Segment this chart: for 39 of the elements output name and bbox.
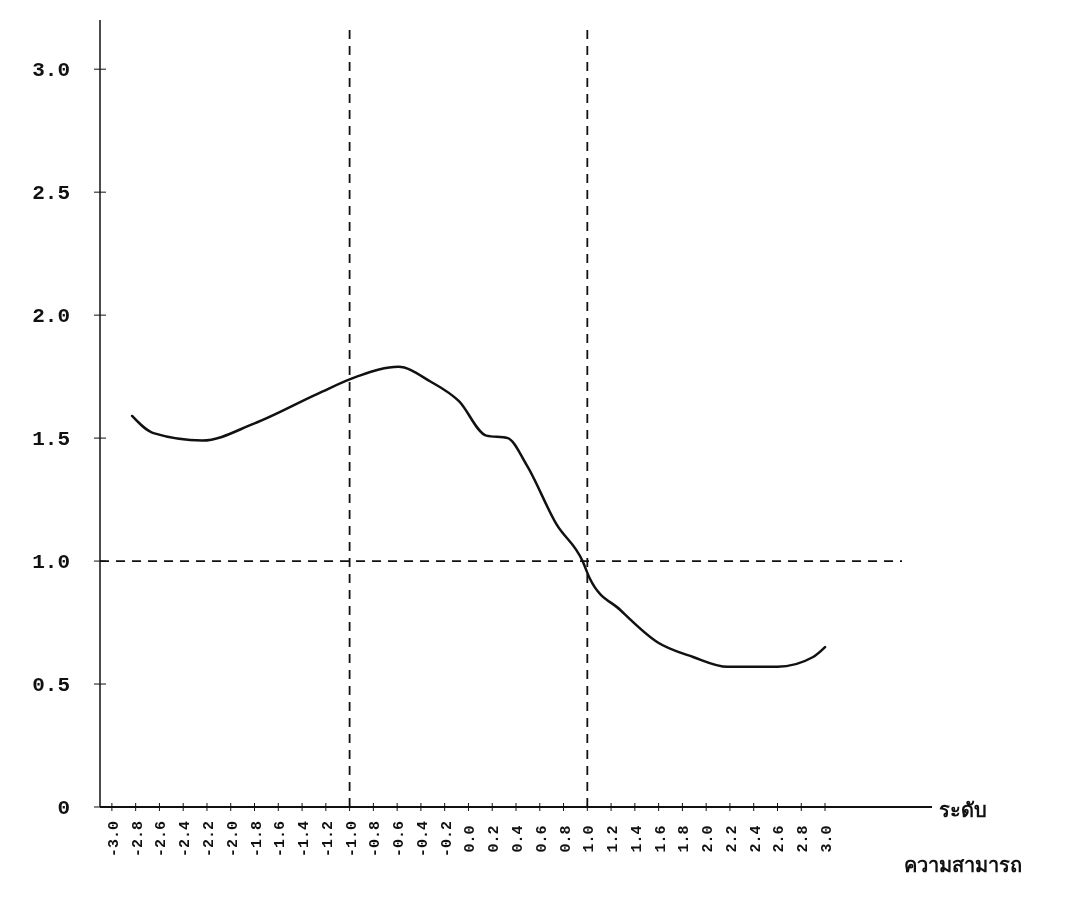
x-tick-label: 1.2 [605,825,623,853]
x-tick-label: -2.4 [177,820,195,858]
x-tick-label: 2.6 [771,825,789,853]
x-tick-label: -2.2 [200,820,218,858]
x-tick-label: 0.6 [533,825,551,853]
x-tick-label: -2.6 [153,820,171,858]
x-tick-label: -0.8 [367,820,385,858]
x-tick-label: 2.4 [747,825,765,853]
x-tick-label: 0.0 [462,825,480,853]
x-tick-label: -3.0 [105,820,123,858]
x-tick-label: -0.2 [438,820,456,858]
x-tick-label: -1.6 [272,820,290,858]
y-tick-label: 0 [57,797,70,820]
x-tick-label: 3.0 [819,825,837,853]
x-tick-label: 2.0 [700,825,718,853]
x-tick-label: 0.4 [510,825,527,853]
x-tick-label: -1.0 [343,820,361,858]
y-tick-label: 1.5 [32,428,70,452]
x-tick-label: 2.2 [723,825,741,853]
x-tick-label: 1.6 [652,825,670,853]
x-tick-label: 0.8 [557,825,575,853]
x-tick-label: -0.6 [391,820,409,858]
text: ระดับ ความสามารถ [904,798,1022,877]
y-tick-label: 2.5 [32,182,70,206]
y-tick-label: 1.0 [32,551,70,575]
x-tick-label: -1.4 [296,820,314,858]
x-tick-label: 0.2 [486,825,504,853]
x-tick-label: -0.4 [414,820,432,858]
x-tick-label: -2.8 [129,820,147,858]
x-tick-label: 1.0 [581,825,599,853]
y-tick-label: 3.0 [32,59,70,83]
x-tick-label: 1.4 [628,825,646,853]
y-tick-label: 2.0 [32,305,70,329]
y-tick-label: 0.5 [32,674,70,698]
x-tick-label: 2.8 [795,825,813,853]
x-tick-label: 1.8 [676,825,694,853]
x-tick-label: -1.8 [248,820,266,858]
x-tick-label: -2.0 [224,820,242,858]
x-tick-label: -1.2 [319,820,337,858]
